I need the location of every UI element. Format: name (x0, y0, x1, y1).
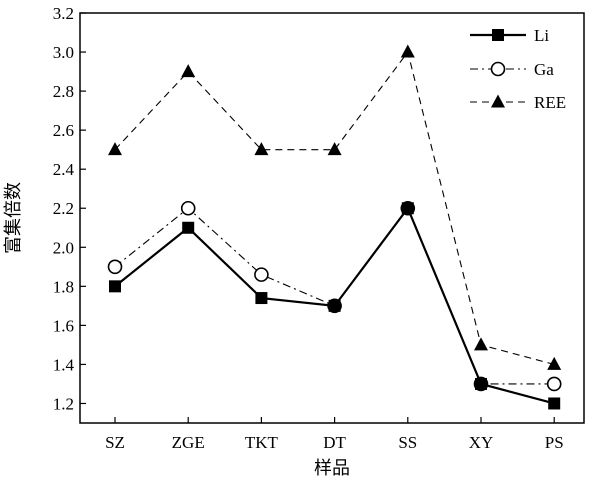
data-point-ree (400, 44, 415, 58)
legend-label: Ga (534, 60, 554, 79)
x-tick-label: SZ (105, 433, 125, 452)
x-tick-label: TKT (245, 433, 279, 452)
legend-item-li: Li (470, 26, 549, 45)
legend-item-ga: Ga (470, 60, 554, 79)
x-tick-label: ZGE (172, 433, 205, 452)
y-axis-title: 富集倍数 (3, 182, 24, 254)
y-tick-label: 2.2 (53, 199, 74, 218)
data-point-ree (254, 142, 269, 156)
data-point-li (548, 397, 561, 410)
data-point-ree (547, 356, 562, 370)
y-tick-label: 2.4 (53, 160, 75, 179)
data-point-li (109, 280, 121, 293)
legend-label: REE (534, 93, 566, 112)
data-point-ree (474, 337, 488, 351)
data-point-li (401, 202, 414, 215)
y-tick-label: 1.8 (53, 277, 74, 296)
series-markers (107, 44, 562, 410)
y-tick-label: 2.8 (53, 82, 74, 101)
legend-marker-square (492, 29, 504, 41)
y-tick-label: 3.2 (53, 4, 74, 23)
x-tick-label: SS (398, 433, 417, 452)
data-point-ga (180, 200, 196, 216)
x-axis: SZ ZGE TKT DT SS XY PS (105, 417, 564, 452)
x-tick-label: DT (323, 433, 346, 452)
x-axis-title: 样品 (314, 458, 350, 479)
legend-marker-circle (490, 61, 506, 77)
y-tick-label: 2.0 (53, 238, 74, 257)
legend: Li Ga REE (470, 26, 566, 112)
y-tick-label: 1.6 (53, 316, 74, 335)
legend-label: Li (534, 26, 549, 45)
data-point-ree (181, 64, 196, 78)
y-tick-label: 2.6 (53, 121, 74, 140)
data-point-ree (327, 142, 342, 156)
legend-marker-triangle (491, 94, 505, 108)
x-tick-label: XY (469, 433, 494, 452)
plot-frame (79, 12, 585, 424)
data-point-li (475, 377, 487, 390)
y-axis: 1.2 1.4 1.6 1.8 2.0 2.2 2.4 2.6 2.8 3.0 3.2 (53, 4, 86, 413)
x-tick-label: PS (545, 433, 564, 452)
series-line-ree (114, 50, 555, 365)
data-point-li (328, 299, 341, 312)
data-point-ga (546, 376, 562, 392)
data-point-li (255, 292, 268, 305)
y-tick-label: 1.2 (53, 394, 74, 413)
series-lines (114, 50, 555, 405)
data-point-li (182, 221, 195, 234)
data-point-ga (107, 259, 123, 275)
data-point-ga (254, 267, 269, 282)
y-tick-label: 1.4 (53, 355, 75, 374)
data-point-ree (108, 142, 122, 156)
y-tick-label: 3.0 (53, 43, 74, 62)
legend-item-ree: REE (470, 93, 566, 112)
